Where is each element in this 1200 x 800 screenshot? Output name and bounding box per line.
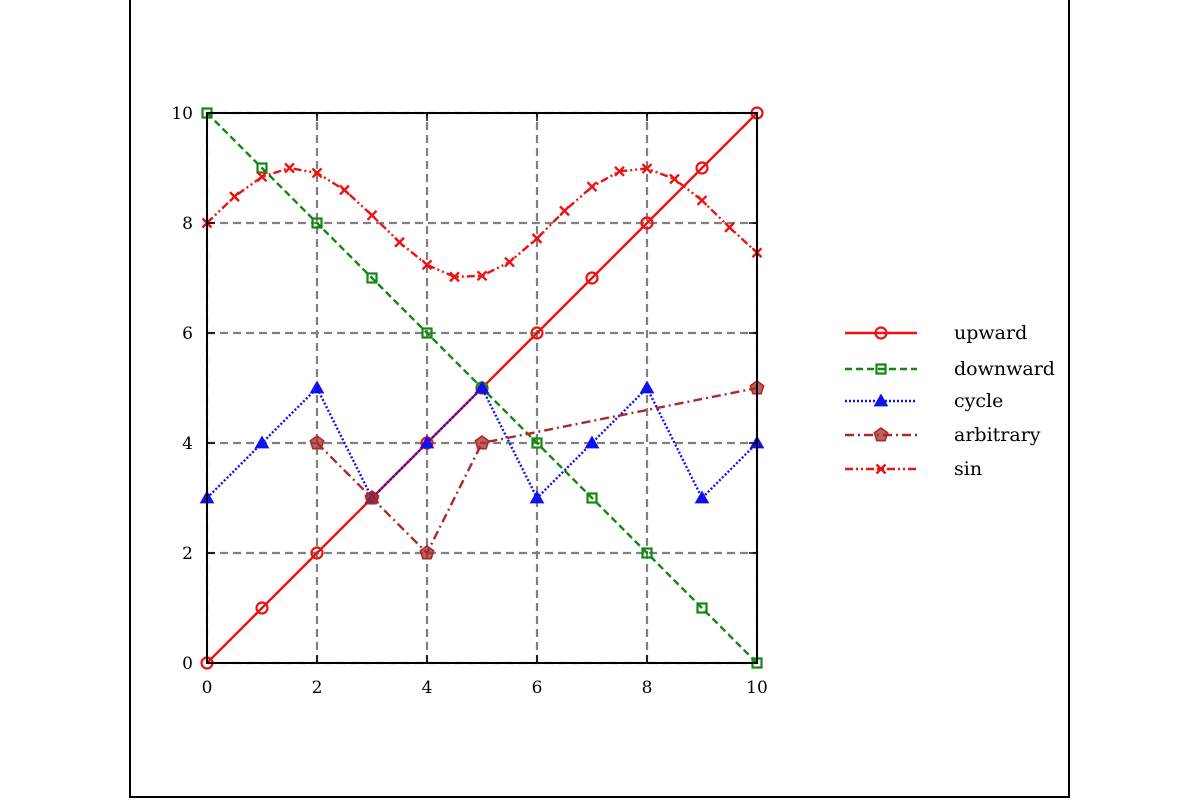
data-point-sin [256, 171, 268, 183]
data-point-arbitrary [474, 435, 490, 450]
y-tick-label: 6 [182, 324, 193, 344]
legend-marker [873, 427, 889, 442]
legend-label: sin [954, 458, 982, 480]
series-arbitrary [309, 380, 765, 560]
data-point-sin [311, 167, 323, 179]
data-point-downward [641, 547, 653, 559]
data-point-arbitrary [309, 435, 325, 450]
legend-marker [875, 363, 887, 375]
y-tick-label: 4 [182, 434, 193, 454]
x-tick-label: 10 [746, 678, 768, 698]
data-point-sin [366, 209, 378, 221]
legend-entry-upward: upward [845, 322, 1027, 344]
data-point-cycle [694, 490, 710, 504]
data-point-upward [255, 601, 269, 615]
data-point-cycle [474, 380, 490, 394]
data-point-sin [531, 233, 543, 244]
data-point-upward [530, 326, 544, 340]
chart-frame [129, 0, 1070, 798]
y-tick-label: 2 [182, 544, 193, 564]
legend-entry-downward: downward [845, 358, 1055, 380]
data-point-downward [256, 162, 268, 174]
data-point-sin [476, 270, 488, 282]
data-point-sin [559, 205, 570, 217]
x-tick-label: 4 [422, 678, 433, 698]
data-point-sin [504, 256, 515, 268]
data-point-upward [695, 161, 709, 175]
data-point-upward [310, 546, 324, 560]
y-tick-label: 10 [171, 104, 193, 124]
data-point-cycle [529, 490, 545, 504]
data-point-sin [586, 181, 598, 193]
data-point-upward [640, 216, 654, 230]
legend-label: upward [954, 322, 1027, 344]
data-point-downward [531, 437, 543, 449]
series-line-cycle [206, 385, 758, 501]
data-point-cycle [584, 435, 600, 449]
legend-entry-sin: sin [845, 458, 982, 480]
data-point-sin [669, 173, 680, 185]
data-point-sin [229, 191, 240, 202]
x-tick-label: 0 [202, 678, 213, 698]
legend-label: arbitrary [954, 424, 1041, 446]
legend-label: downward [954, 358, 1055, 380]
data-point-sin [614, 165, 625, 177]
data-point-sin [339, 184, 350, 196]
data-point-sin [641, 163, 653, 174]
legend-entry-cycle: cycle [845, 390, 1003, 412]
data-point-sin [284, 162, 295, 174]
data-point-downward [696, 602, 708, 614]
legend-marker [874, 326, 888, 340]
legend-marker [875, 463, 887, 475]
legend-entry-arbitrary: arbitrary [845, 424, 1041, 446]
data-point-arbitrary [419, 545, 435, 560]
x-tick-label: 6 [532, 678, 543, 698]
axis-ticks: 0 2 4 6 8 10 0 2 4 6 8 10 [171, 104, 767, 698]
data-point-cycle [309, 380, 325, 394]
legend-marker [873, 393, 889, 407]
data-point-sin [394, 236, 405, 248]
data-point-downward [311, 217, 323, 229]
data-point-downward [586, 492, 598, 504]
data-point-cycle [419, 435, 435, 449]
data-point-upward [585, 271, 599, 285]
data-point-arbitrary [364, 490, 380, 505]
data-point-cycle [639, 380, 655, 394]
data-point-downward [366, 272, 378, 284]
x-tick-label: 2 [312, 678, 323, 698]
plot-border [206, 112, 758, 664]
series-line-sin [206, 166, 758, 279]
data-point-cycle [254, 435, 270, 449]
data-point-sin [724, 222, 735, 233]
data-point-sin [696, 195, 708, 206]
series-sin [201, 162, 763, 283]
data-point-sin [449, 271, 460, 283]
y-tick-label: 0 [182, 654, 193, 674]
x-tick-label: 8 [642, 678, 653, 698]
data-point-downward [421, 327, 433, 339]
data-point-sin [421, 259, 433, 271]
legend-label: cycle [954, 390, 1003, 412]
y-tick-label: 8 [182, 214, 193, 234]
plot-area [199, 106, 765, 670]
legend: upward downward cycle arbitrary sin [845, 322, 1055, 480]
